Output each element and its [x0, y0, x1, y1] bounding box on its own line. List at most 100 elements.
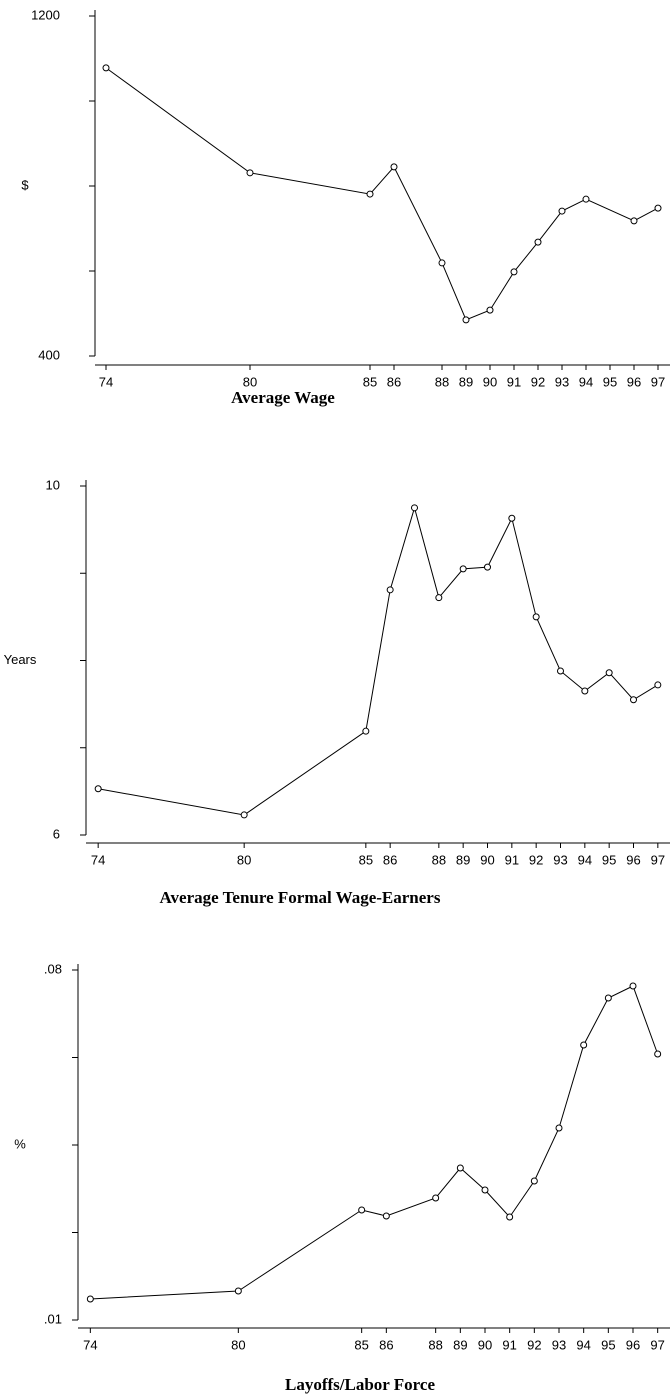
- x-tick-label: 85: [359, 852, 373, 867]
- data-point: [438, 259, 446, 267]
- data-point: [630, 696, 637, 704]
- x-tick-label: 91: [507, 374, 521, 389]
- y-tick-label: 1200: [31, 7, 60, 22]
- x-tick-label: 92: [529, 852, 543, 867]
- x-tick-label: 93: [552, 1337, 566, 1352]
- x-tick-label: 74: [83, 1337, 97, 1352]
- data-point: [94, 785, 102, 793]
- x-tick-label: 90: [480, 852, 494, 867]
- x-tick-label: 97: [650, 1337, 664, 1352]
- data-point: [654, 204, 662, 212]
- x-tick-label: 91: [502, 1337, 516, 1352]
- x-tick-label: 95: [601, 1337, 615, 1352]
- x-tick-label: 93: [555, 374, 569, 389]
- data-point: [462, 316, 470, 324]
- data-point: [654, 1050, 662, 1058]
- x-tick-label: 74: [99, 374, 113, 389]
- data-point: [555, 1124, 563, 1132]
- y-tick-label: 6: [53, 826, 60, 841]
- data-point: [630, 217, 638, 225]
- x-tick-label: 95: [603, 374, 617, 389]
- data-point: [432, 1194, 440, 1202]
- data-point: [534, 238, 542, 246]
- y-tick-label: .01: [44, 1311, 62, 1326]
- chart-title: Layoffs/Labor Force: [285, 1375, 435, 1394]
- x-tick-label: 88: [428, 1337, 442, 1352]
- data-point: [582, 195, 590, 203]
- x-tick-label: 96: [626, 852, 640, 867]
- data-point: [86, 1295, 94, 1303]
- x-tick-label: 80: [231, 1337, 245, 1352]
- data-point: [508, 514, 516, 522]
- x-tick-label: 88: [435, 374, 449, 389]
- data-point: [530, 1177, 538, 1185]
- data-point: [366, 190, 374, 198]
- data-point: [486, 306, 494, 314]
- x-tick-label: 80: [243, 374, 257, 389]
- x-tick-label: 97: [651, 852, 665, 867]
- data-point: [558, 207, 566, 215]
- y-tick-label: 400: [38, 347, 60, 362]
- data-point: [459, 565, 467, 573]
- data-point: [382, 1212, 390, 1220]
- data-point: [240, 811, 248, 819]
- data-point: [557, 667, 564, 675]
- y-tick-label: 10: [46, 477, 60, 492]
- x-tick-label: 86: [387, 374, 401, 389]
- data-point: [411, 504, 418, 512]
- x-tick-label: 85: [354, 1337, 368, 1352]
- x-tick-label: 93: [553, 852, 567, 867]
- data-point: [510, 268, 518, 276]
- x-tick-label: 94: [579, 374, 593, 389]
- data-point: [234, 1287, 242, 1295]
- x-tick-label: 94: [578, 852, 592, 867]
- x-tick-label: 90: [478, 1337, 492, 1352]
- data-point: [435, 594, 443, 602]
- x-tick-label: 95: [602, 852, 616, 867]
- data-line: [105, 67, 659, 321]
- y-axis-label: %: [14, 1136, 26, 1151]
- data-point: [604, 994, 612, 1002]
- data-point: [456, 1164, 464, 1172]
- data-point: [654, 681, 662, 689]
- x-tick-label: 91: [505, 852, 519, 867]
- x-tick-label: 97: [651, 374, 665, 389]
- data-point: [102, 64, 110, 72]
- x-tick-label: 86: [379, 1337, 393, 1352]
- data-point: [605, 669, 613, 677]
- x-tick-label: 80: [237, 852, 251, 867]
- y-axis-label: $: [21, 177, 29, 192]
- data-point: [362, 727, 370, 735]
- x-tick-label: 96: [626, 1337, 640, 1352]
- y-tick-label: .08: [44, 961, 62, 976]
- chart-title: Average Tenure Formal Wage-Earners: [160, 888, 441, 907]
- y-axis-label: Years: [4, 652, 37, 667]
- data-point: [484, 563, 491, 571]
- data-point: [358, 1206, 366, 1214]
- x-tick-label: 92: [531, 374, 545, 389]
- x-tick-label: 90: [483, 374, 497, 389]
- data-point: [390, 163, 398, 171]
- x-tick-label: 89: [453, 1337, 467, 1352]
- data-point: [629, 982, 637, 990]
- data-line: [90, 985, 659, 1300]
- x-tick-label: 74: [91, 852, 105, 867]
- data-point: [386, 586, 394, 594]
- data-point: [506, 1213, 514, 1221]
- data-point: [481, 1186, 489, 1194]
- x-tick-label: 86: [383, 852, 397, 867]
- data-point: [580, 1041, 588, 1049]
- x-tick-label: 89: [459, 374, 473, 389]
- chart-title: Average Wage: [231, 388, 335, 407]
- x-tick-label: 89: [456, 852, 470, 867]
- x-tick-label: 92: [527, 1337, 541, 1352]
- x-tick-label: 94: [576, 1337, 590, 1352]
- data-line: [98, 505, 659, 816]
- x-tick-label: 96: [627, 374, 641, 389]
- x-tick-label: 85: [363, 374, 377, 389]
- x-tick-label: 88: [432, 852, 446, 867]
- data-point: [246, 169, 254, 177]
- data-point: [581, 687, 589, 695]
- data-point: [532, 613, 540, 621]
